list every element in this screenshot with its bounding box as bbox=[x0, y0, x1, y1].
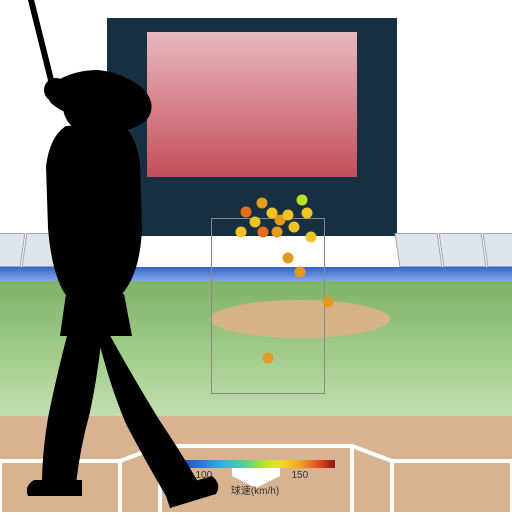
stands-block bbox=[395, 233, 443, 267]
pitch-location-chart: 100150 球速(km/h) bbox=[0, 0, 512, 512]
stands-block bbox=[439, 233, 487, 267]
stands-block bbox=[483, 233, 512, 267]
batter-silhouette bbox=[0, 0, 310, 518]
pitch-marker bbox=[323, 297, 334, 308]
